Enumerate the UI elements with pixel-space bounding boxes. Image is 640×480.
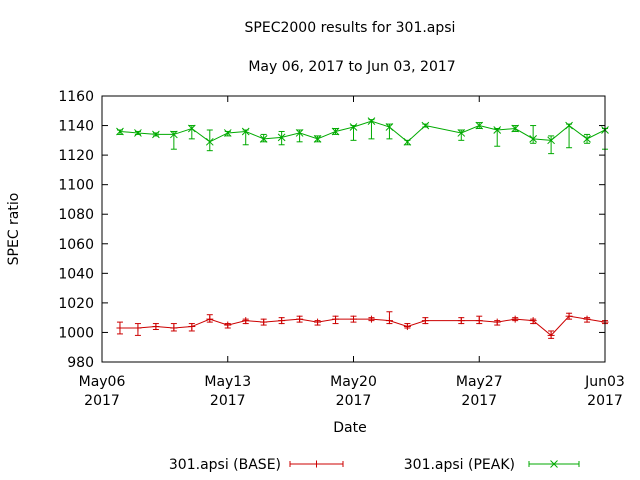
data-point [134,129,142,137]
x-tick-label: May13 [204,374,251,390]
x-axis-label: Date [333,420,366,436]
data-point [421,121,430,130]
data-point [331,127,340,136]
legend-label-peak: 301.apsi (PEAK) [404,457,515,473]
data-point [493,126,502,134]
data-point [403,137,412,146]
data-point [187,124,196,133]
x-tick-label-year: 2017 [336,393,372,409]
data-point [385,123,394,131]
x-tick-label-year: 2017 [84,393,120,409]
data-point [457,129,466,137]
legend-marker [550,460,558,468]
data-point [170,130,178,139]
chart-subtitle: May 06, 2017 to Jun 03, 2017 [248,59,455,75]
series-peak [116,117,609,155]
y-tick-label: 1140 [58,119,94,135]
x-tick-label-year: 2017 [587,393,623,409]
y-tick-label: 1100 [58,178,94,194]
chart-title: SPEC2000 results for 301.apsi [245,20,456,36]
plot-area: 980 1000 1020 1040 1060 1080 1100 1120 1140 1160 M… [58,89,624,409]
data-point [511,124,520,133]
data-point [313,135,322,143]
x-tick-label: May27 [456,374,503,390]
x-tick-label: May06 [79,374,126,390]
data-point [349,123,358,131]
y-tick-label: 1060 [58,237,94,253]
data-point [152,130,160,139]
data-point [223,129,232,137]
legend-label-base: 301.apsi (BASE) [169,457,281,473]
data-point [205,137,214,146]
data-point [475,121,484,130]
x-tick-label: May20 [330,374,377,390]
data-point [583,135,591,143]
y-tick-label: 1040 [58,266,94,282]
data-point [565,121,573,130]
data-point [529,135,537,143]
y-tick-label: 1080 [58,207,94,223]
data-point [116,127,124,136]
plot-frame [101,95,606,363]
y-tick-label: 1020 [58,296,94,312]
legend-sample-peak [528,460,580,468]
data-point [367,117,376,125]
legend-sample-base [289,460,344,468]
series-base [116,311,609,339]
data-point [241,127,250,136]
y-tick-label: 980 [67,355,94,371]
x-tick-label-year: 2017 [210,393,246,409]
y-tick-label: 1000 [58,325,94,341]
x-tick-label-year: 2017 [461,393,497,409]
legend: 301.apsi (BASE) 301.apsi (PEAK) [169,457,580,473]
data-point [295,129,304,137]
data-point [547,136,555,145]
y-tick-label: 1120 [58,148,94,164]
data-point [259,135,268,143]
x-tick-label: Jun03 [584,374,625,390]
data-point [277,133,286,142]
y-tick-label: 1160 [58,89,94,105]
y-axis-label: SPEC ratio [6,193,22,266]
